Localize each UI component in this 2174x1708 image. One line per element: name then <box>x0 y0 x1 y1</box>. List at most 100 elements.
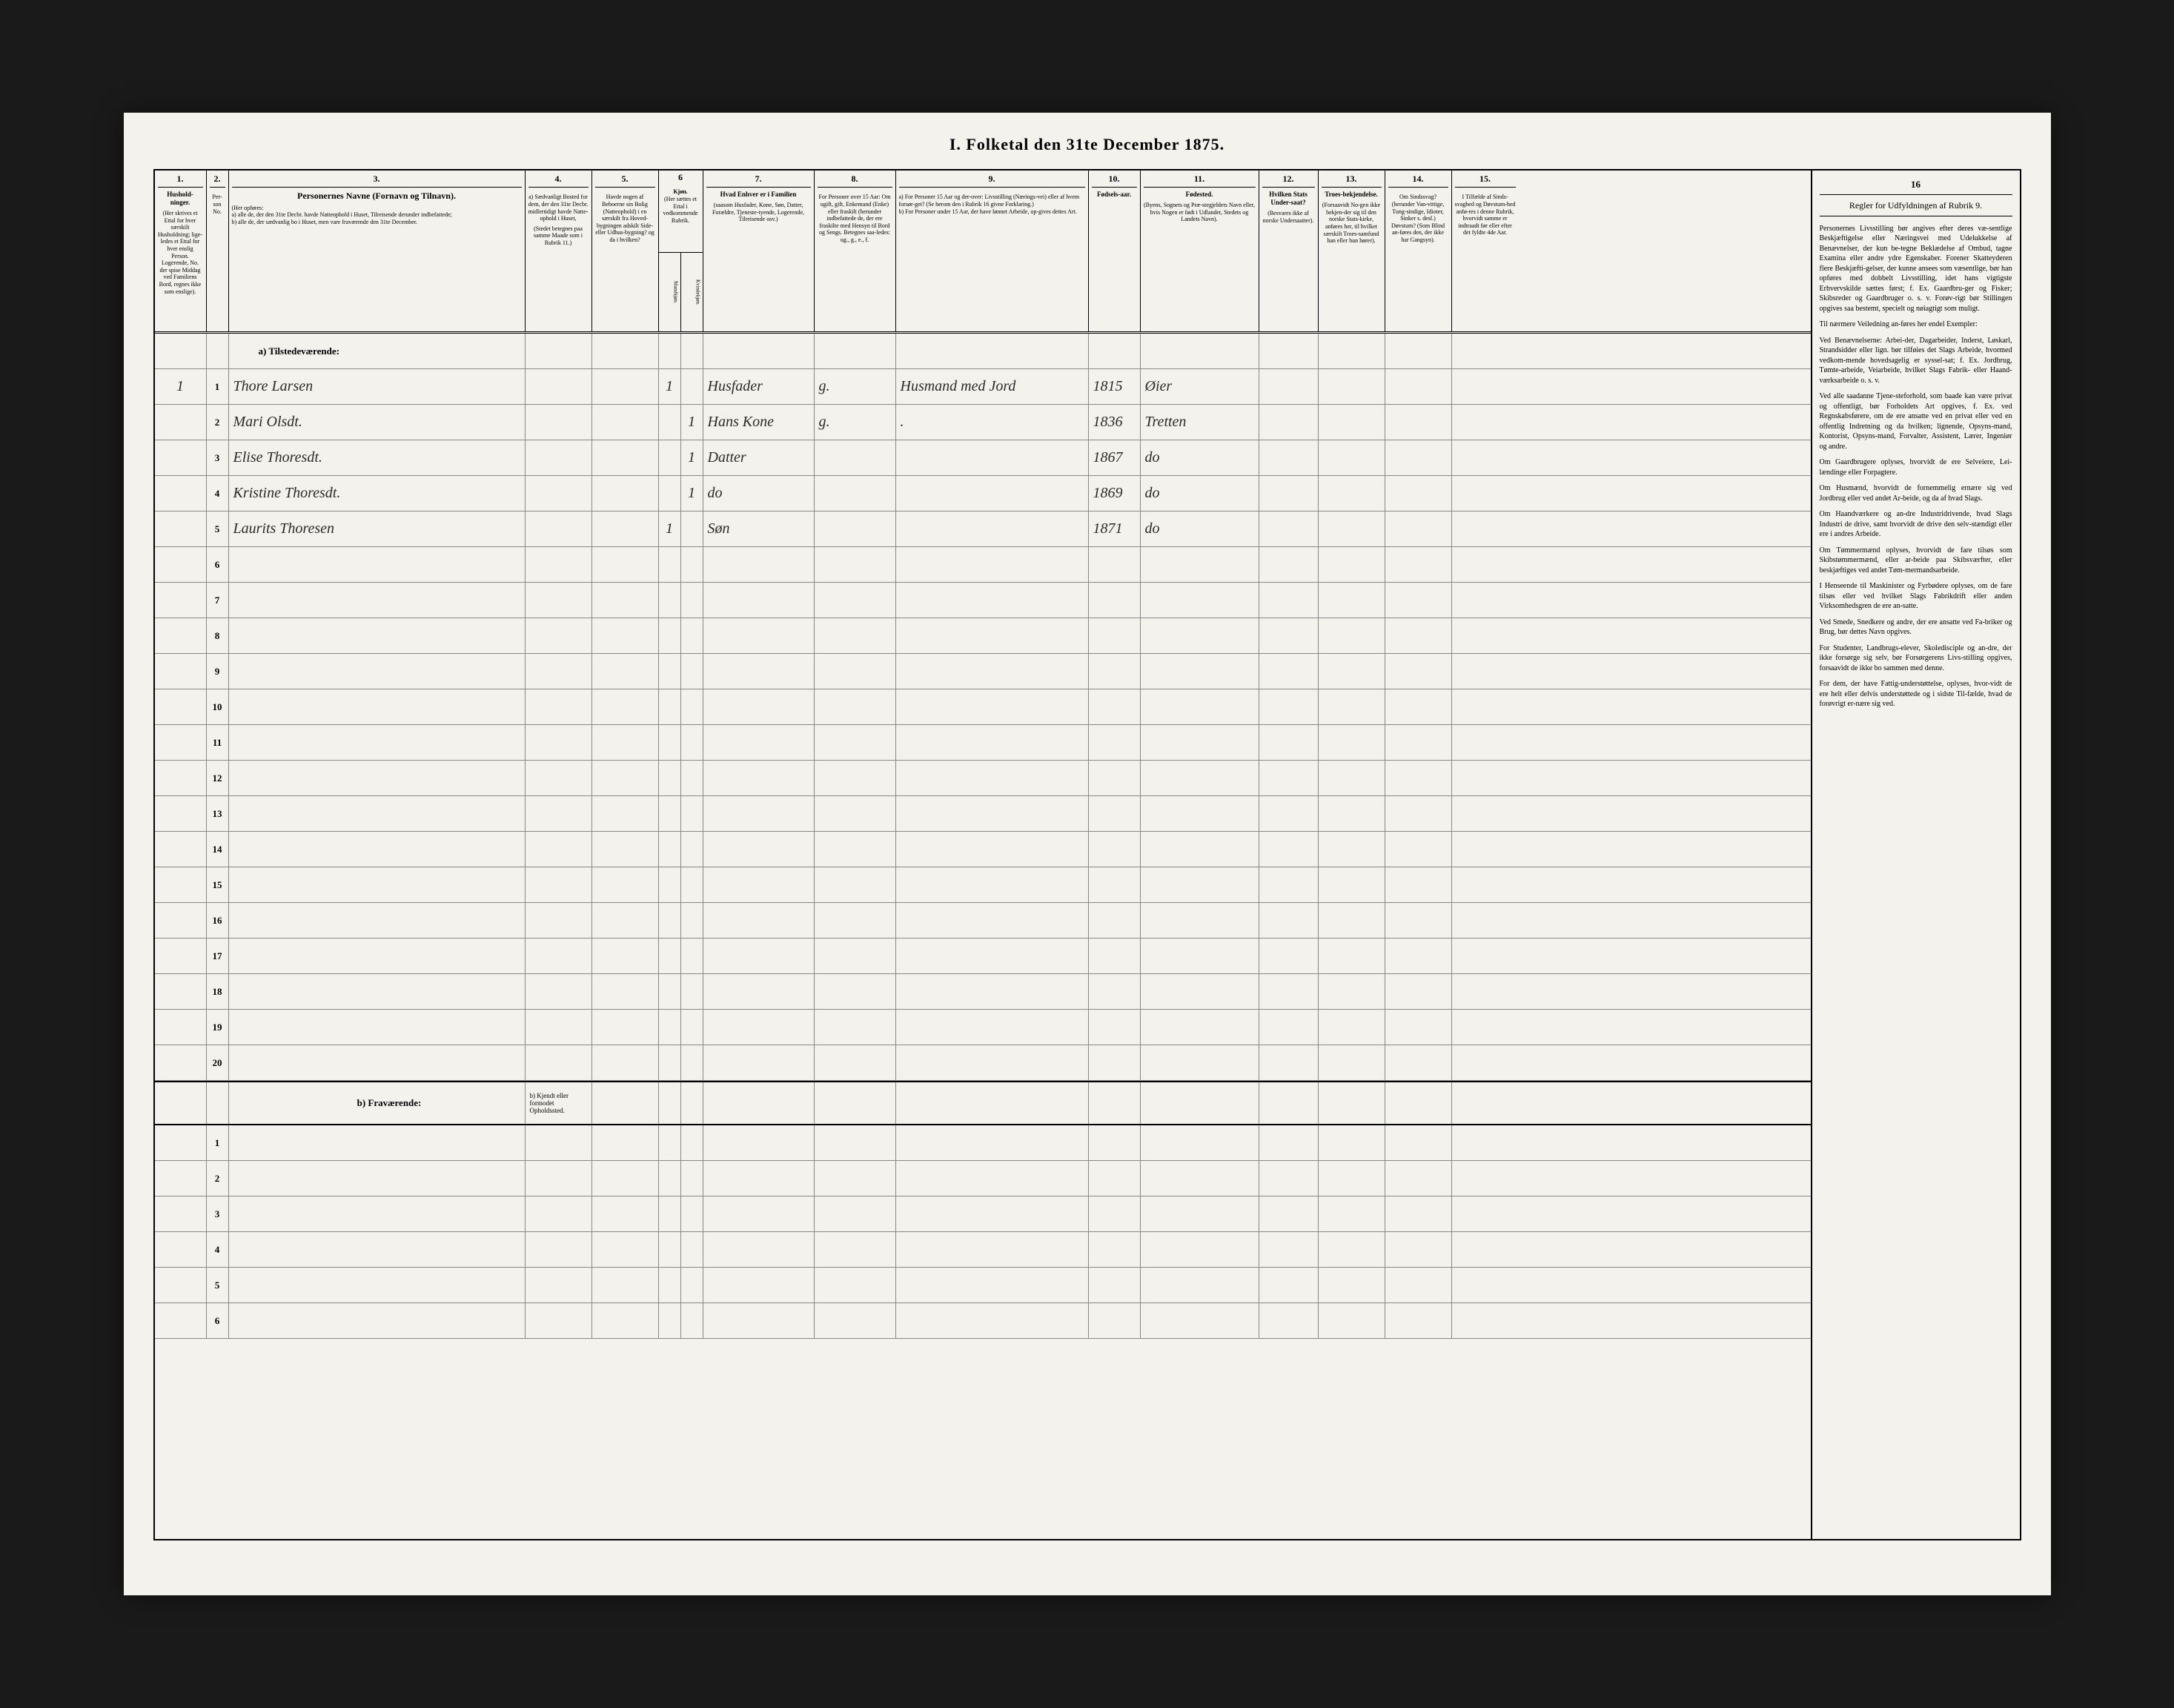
cell-birthplace <box>1141 689 1259 724</box>
cell-sex-m <box>659 583 681 618</box>
cell-birthplace <box>1141 583 1259 618</box>
cell-birth-year <box>1089 547 1141 582</box>
header-col-2: 2. Per-son No. <box>207 171 229 331</box>
cell-sex-k <box>681 547 703 582</box>
cell-marital <box>815 476 896 511</box>
cell-sex-m <box>659 618 681 653</box>
cell-occupation <box>896 547 1089 582</box>
cell-household <box>155 1161 207 1196</box>
sidebar-paragraph: Om Tømmermænd oplyses, hvorvidt de fare … <box>1820 546 2012 576</box>
cell-relation <box>703 654 815 689</box>
cell-name: Mari Olsdt. <box>229 405 526 440</box>
cell-marital <box>815 1045 896 1080</box>
cell-name <box>229 689 526 724</box>
table-row: 5 Laurits Thoresen 1 Søn 1871 do <box>155 512 1811 547</box>
table-row: 13 <box>155 796 1811 832</box>
table-row: 12 <box>155 761 1811 796</box>
cell-person-no: 12 <box>207 761 229 795</box>
cell-birth-year <box>1089 832 1141 867</box>
cell-relation: Datter <box>703 440 815 475</box>
page-title: I. Folketal den 31te December 1875. <box>153 135 2021 154</box>
cell-occupation <box>896 1161 1089 1196</box>
cell-sex-m <box>659 1268 681 1302</box>
cell-relation: do <box>703 476 815 511</box>
table-row: 17 <box>155 939 1811 974</box>
cell-occupation <box>896 440 1089 475</box>
cell-name <box>229 618 526 653</box>
cell-person-no: 5 <box>207 512 229 546</box>
cell-sex-m <box>659 476 681 511</box>
cell-household <box>155 867 207 902</box>
cell-person-no: 5 <box>207 1268 229 1302</box>
sidebar-paragraph: Om Husmænd, hvorvidt de fornemmelig ernæ… <box>1820 483 2012 503</box>
cell-person-no: 2 <box>207 405 229 440</box>
cell-birthplace <box>1141 618 1259 653</box>
cell-person-no: 8 <box>207 618 229 653</box>
table-row: 6 <box>155 547 1811 583</box>
header-male: Mandkjøn. <box>659 253 681 331</box>
cell-occupation <box>896 583 1089 618</box>
header-col-15: 15. I Tilfælde af Sinds-svaghed og Døvst… <box>1452 171 1519 331</box>
cell-household <box>155 654 207 689</box>
cell-household <box>155 512 207 546</box>
table-row: 4 Kristine Thoresdt. 1 do 1869 do <box>155 476 1811 512</box>
cell-relation <box>703 1268 815 1302</box>
cell-marital <box>815 832 896 867</box>
sidebar-paragraph: Ved alle saadanne Tjene-steforhold, som … <box>1820 391 2012 451</box>
cell-occupation <box>896 512 1089 546</box>
cell-marital <box>815 583 896 618</box>
header-col-3: 3. Personernes Navne (Fornavn og Tilnavn… <box>229 171 526 331</box>
header-col-5: 5. Havde nogen af Beboerne sin Bolig (Na… <box>592 171 659 331</box>
data-rows: a) Tilstedeværende: 1 1 Thore Larsen <box>155 334 1811 1539</box>
cell-relation <box>703 1161 815 1196</box>
cell-marital: g. <box>815 405 896 440</box>
cell-person-no: 3 <box>207 440 229 475</box>
cell-birth-year <box>1089 1232 1141 1267</box>
cell-sex-m <box>659 1232 681 1267</box>
header-col-8: 8. For Personer over 15 Aar: Om ugift, g… <box>815 171 896 331</box>
cell-relation <box>703 547 815 582</box>
cell-birth-year: 1867 <box>1089 440 1141 475</box>
cell-sex-k <box>681 939 703 973</box>
cell-person-no: 14 <box>207 832 229 867</box>
cell-birthplace <box>1141 796 1259 831</box>
table-row: 6 <box>155 1303 1811 1339</box>
cell-birth-year <box>1089 1303 1141 1338</box>
cell-occupation <box>896 1268 1089 1302</box>
cell-relation <box>703 796 815 831</box>
header-col-1: 1. Hushold-ninger. (Her skrives et Ettal… <box>155 171 207 331</box>
cell-household <box>155 1045 207 1080</box>
cell-birth-year <box>1089 1161 1141 1196</box>
table-row: 15 <box>155 867 1811 903</box>
cell-birthplace: Tretten <box>1141 405 1259 440</box>
header-col-13: 13. Troes-bekjendelse. (Forsaavidt No-ge… <box>1319 171 1385 331</box>
cell-occupation <box>896 618 1089 653</box>
cell-relation <box>703 1303 815 1338</box>
cell-sex-k <box>681 1268 703 1302</box>
header-col-11: 11. Fødested. (Byens, Sognets og Præ-ste… <box>1141 171 1259 331</box>
cell-sex-m: 1 <box>659 512 681 546</box>
cell-birthplace <box>1141 903 1259 938</box>
cell-sex-m <box>659 761 681 795</box>
cell-household <box>155 1196 207 1231</box>
cell-sex-m <box>659 1010 681 1045</box>
cell-relation: Husfader <box>703 369 815 404</box>
cell-sex-k <box>681 583 703 618</box>
cell-birthplace <box>1141 1268 1259 1302</box>
cell-birth-year <box>1089 618 1141 653</box>
cell-name: Thore Larsen <box>229 369 526 404</box>
cell-marital <box>815 654 896 689</box>
cell-birth-year: 1871 <box>1089 512 1141 546</box>
cell-birth-year <box>1089 1125 1141 1160</box>
cell-birthplace <box>1141 725 1259 760</box>
cell-sex-m <box>659 1125 681 1160</box>
instructions-sidebar: 16 Regler for Udfyldningen af Rubrik 9. … <box>1812 171 2020 1539</box>
cell-sex-m <box>659 832 681 867</box>
cell-name <box>229 1045 526 1080</box>
cell-birthplace: Øier <box>1141 369 1259 404</box>
sidebar-paragraph: Ved Benævnelserne: Arbei-der, Dagarbeide… <box>1820 336 2012 386</box>
cell-birthplace <box>1141 1232 1259 1267</box>
cell-name <box>229 1196 526 1231</box>
table-row: 8 <box>155 618 1811 654</box>
cell-occupation <box>896 974 1089 1009</box>
